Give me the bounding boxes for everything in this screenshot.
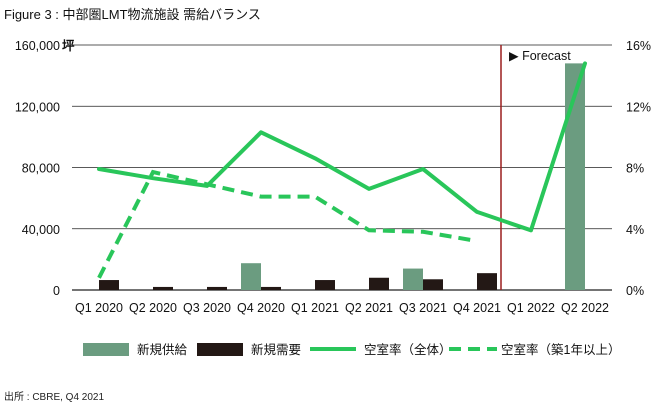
x-tick-label: Q2 2021	[345, 301, 393, 315]
vacancy-existing-line	[97, 169, 478, 279]
source-note: 出所 : CBRE, Q4 2021	[4, 392, 105, 403]
supply-bar	[241, 263, 261, 290]
y-right-tick-label: 4%	[626, 223, 644, 237]
demand-bar	[261, 286, 281, 290]
y-left-tick-label: 80,000	[22, 162, 60, 176]
legend-label-vacancy-all: 空室率（全体）	[364, 342, 452, 357]
supply-bar	[403, 268, 423, 290]
supply-bar	[565, 63, 585, 290]
chart-title: Figure 3 : 中部圏LMT物流施設 需給バランス	[4, 7, 261, 22]
demand-bar	[477, 273, 497, 290]
y-right-tick-label: 12%	[626, 100, 651, 114]
y-left-tick-label: 120,000	[15, 100, 60, 114]
demand-bar	[153, 286, 173, 290]
x-tick-label: Q1 2021	[291, 301, 339, 315]
x-tick-label: Q3 2020	[183, 301, 231, 315]
y-left-tick-label: 0	[53, 284, 60, 298]
y-left-unit-label: 坪	[62, 39, 75, 53]
x-tick-label: Q3 2021	[399, 301, 447, 315]
y-left-tick-label: 40,000	[22, 223, 60, 237]
y-right-tick-label: 0%	[626, 284, 644, 298]
y-right-tick-label: 8%	[626, 162, 644, 176]
legend-swatch-supply	[83, 343, 129, 356]
x-tick-label: Q2 2020	[129, 301, 177, 315]
demand-bar	[99, 280, 119, 290]
demand-bar	[423, 279, 443, 290]
demand-bar	[207, 286, 227, 290]
forecast-label: ▶ Forecast	[509, 49, 571, 63]
demand-bar	[315, 280, 335, 290]
demand-bar	[369, 277, 389, 290]
x-tick-label: Q4 2020	[237, 301, 285, 315]
x-tick-label: Q1 2022	[507, 301, 555, 315]
x-tick-label: Q1 2020	[75, 301, 123, 315]
legend-label-supply: 新規供給	[137, 342, 188, 357]
legend-label-demand: 新規需要	[251, 342, 301, 357]
legend-label-vacancy-existing: 空室率（築1年以上）	[501, 342, 620, 357]
vacancy-all-line	[97, 61, 587, 233]
x-tick-label: Q2 2022	[561, 301, 609, 315]
y-right-tick-label: 16%	[626, 39, 651, 53]
y-left-tick-label: 160,000	[15, 39, 60, 53]
legend-swatch-demand	[197, 343, 243, 356]
x-tick-label: Q4 2021	[453, 301, 501, 315]
